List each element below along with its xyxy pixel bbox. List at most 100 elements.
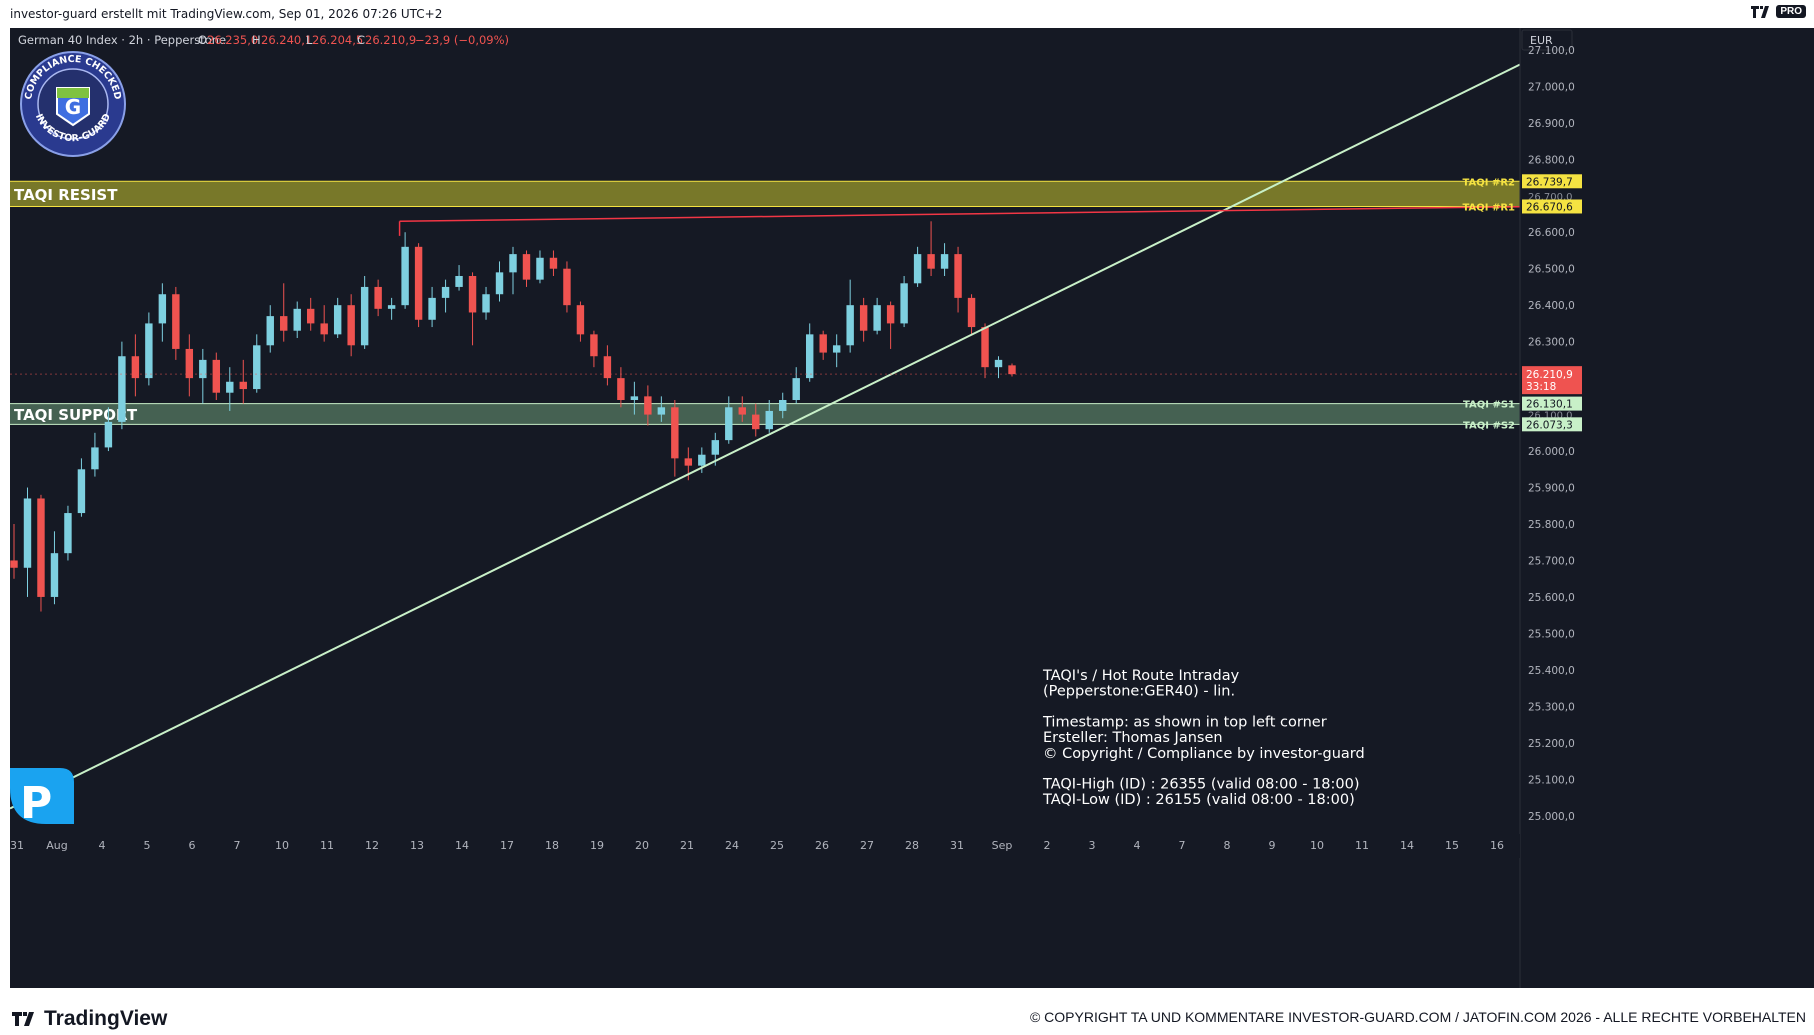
bottom-bar: TradingView © COPYRIGHT TA UND KOMMENTAR…: [0, 1000, 1814, 1035]
candle-body: [482, 294, 490, 313]
time-tick-label: 24: [725, 839, 739, 852]
candle-body: [91, 447, 99, 470]
resistance-line: [399, 205, 1521, 223]
chart-frame[interactable]: TAQI RESIST TAQI SUPPORT German 40 Index …: [9, 28, 1814, 988]
time-tick-label: 13: [410, 839, 424, 852]
time-tick-label: 7: [1179, 839, 1186, 852]
candle-body: [239, 381, 247, 390]
time-tick-label: 31: [10, 839, 24, 852]
price-tick-label: 25.300,0: [1528, 701, 1575, 713]
time-tick-label: 27: [860, 839, 874, 852]
price-tag-hidden: 26.100,0: [1528, 411, 1573, 422]
ohlc-legend: German 40 Index · 2h · Pepperstone O 26.…: [18, 33, 509, 47]
candle-body: [360, 286, 369, 346]
candle-body: [333, 305, 342, 335]
candle-body: [967, 297, 976, 328]
candle-body: [293, 308, 301, 331]
candle-body: [280, 316, 288, 331]
price-tick-label: 25.700,0: [1528, 555, 1575, 567]
time-tick-label: 25: [770, 839, 784, 852]
candle-body: [414, 246, 423, 320]
candle-body: [172, 294, 180, 349]
level-value: 26.073,3: [1526, 419, 1573, 431]
candle-body: [563, 268, 571, 306]
info-line: TAQI-High (ID) : 26355 (valid 08:00 - 18…: [1042, 777, 1360, 793]
candle-body: [805, 334, 814, 379]
candle-body: [64, 513, 72, 554]
candle-body: [131, 356, 140, 379]
currency-button[interactable]: [1521, 29, 1573, 51]
price-tick-label: 26.000,0: [1528, 446, 1575, 458]
tradingview-pro-logo: PRO: [1751, 5, 1806, 18]
candle-body: [158, 294, 167, 324]
candle-body: [779, 400, 787, 411]
candle-body: [50, 553, 59, 597]
price-tick-label: 27.100,0: [1528, 45, 1575, 57]
tradingview-brand-text: TradingView: [44, 1007, 168, 1030]
price-chart[interactable]: TAQI RESIST TAQI SUPPORT German 40 Index …: [9, 28, 1814, 988]
current-price-tag: [1522, 366, 1582, 395]
candle-body: [199, 359, 207, 379]
price-tick-label: 26.600,0: [1528, 227, 1575, 239]
candle-body: [671, 407, 679, 459]
time-tick-label: 17: [500, 839, 514, 852]
candle-body: [468, 276, 477, 313]
price-tick-label: 27.000,0: [1528, 81, 1575, 93]
candle-body: [266, 316, 274, 346]
time-tick-label: 12: [365, 839, 379, 852]
pepperstone-icon: [10, 768, 74, 824]
candle-body: [954, 254, 962, 298]
shield-stripe: [57, 88, 89, 98]
time-tick-label: 15: [1445, 839, 1459, 852]
candle-body: [226, 381, 234, 393]
candle-body: [104, 421, 113, 448]
time-tick-label: 5: [144, 839, 151, 852]
currency-label: EUR: [1530, 34, 1553, 47]
candle-body: [644, 396, 652, 415]
candle-body: [253, 345, 261, 390]
candle-body: [617, 378, 625, 400]
candle-body: [37, 498, 45, 597]
candle-body: [374, 286, 382, 309]
info-line: TAQI's / Hot Route Intraday: [1042, 668, 1240, 684]
level-value: 26.739,7: [1526, 176, 1573, 188]
level-tag: [1522, 396, 1582, 411]
time-tick-label: 14: [1400, 839, 1414, 852]
candle-body: [630, 396, 639, 400]
time-axis-background: [10, 834, 1520, 858]
time-tick-label: 19: [590, 839, 604, 852]
resist-zone-label: TAQI RESIST: [14, 186, 118, 204]
copyright-notice: © COPYRIGHT TA UND KOMMENTARE INVESTOR-G…: [1029, 1009, 1806, 1025]
pepperstone-logo: P: [10, 768, 74, 829]
tradingview-brand[interactable]: TradingView: [12, 1007, 167, 1031]
candle-body: [846, 305, 854, 346]
candle-body: [738, 407, 746, 415]
time-tick-label: 11: [1355, 839, 1369, 852]
level-tag: [1522, 199, 1582, 214]
candle-body: [792, 378, 800, 400]
price-tick-label: 25.100,0: [1528, 774, 1575, 786]
candle-body: [77, 469, 86, 514]
price-tick-label: 25.000,0: [1528, 811, 1575, 823]
time-tick-label: 14: [455, 839, 469, 852]
candle-body: [590, 334, 598, 357]
level-label: TAQI #R1: [1462, 202, 1515, 213]
time-tick-label: Sep: [992, 839, 1013, 852]
candle-body: [428, 297, 436, 320]
price-tick-label: 26.300,0: [1528, 337, 1575, 349]
level-label: TAQI #R2: [1462, 177, 1515, 188]
candle-body: [711, 440, 720, 455]
price-tag-hidden: 26.700,0: [1528, 192, 1573, 203]
candle-body: [118, 356, 126, 422]
price-tick-label: 26.900,0: [1528, 118, 1575, 130]
candle-body: [873, 305, 881, 331]
time-tick-label: 4: [1134, 839, 1141, 852]
time-tick-label: 31: [950, 839, 964, 852]
info-line: TAQI-Low (ID) : 26155 (valid 08:00 - 18:…: [1042, 792, 1355, 808]
current-price-value: 26.210,9: [1526, 369, 1573, 381]
candle-body: [536, 257, 544, 280]
price-tick-label: 26.800,0: [1528, 154, 1575, 166]
price-axis: EUR 27.100,0 27.000,0 26.900,0 26.800,0 26.6…: [10, 28, 1814, 988]
candle-body: [900, 283, 908, 324]
time-tick-label: 2: [1044, 839, 1051, 852]
